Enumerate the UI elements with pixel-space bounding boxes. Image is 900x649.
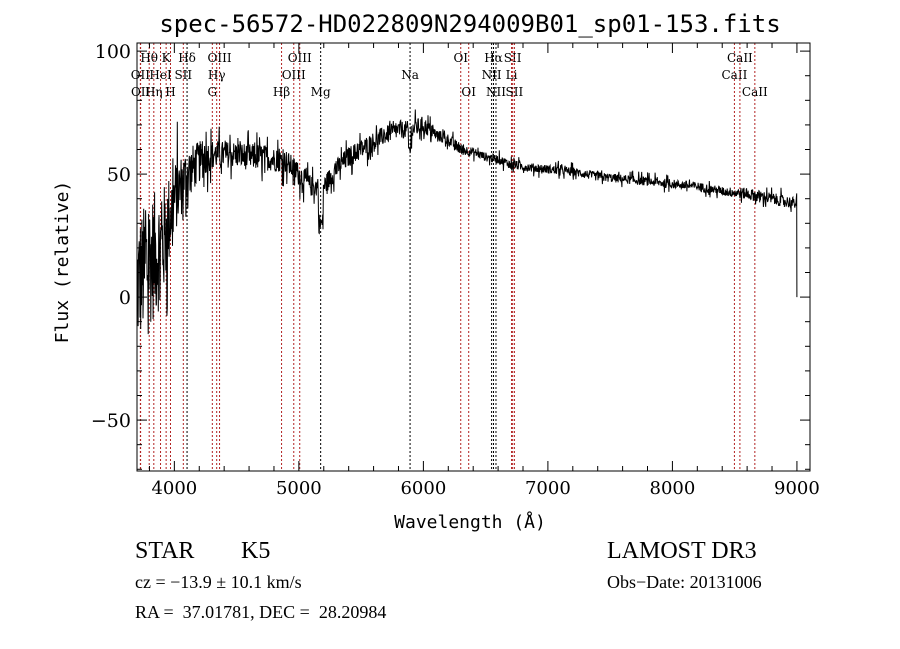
object-subclass: K5 [241, 538, 271, 564]
spectral-line-label: Hδ [178, 51, 196, 65]
spectral-line-label: NII [486, 85, 506, 99]
spectrum-line [136, 109, 798, 335]
spectral-line-label: Na [401, 68, 419, 82]
spectral-line-label: Hη [145, 85, 163, 99]
spectral-line-label: OIII [208, 51, 232, 65]
spectral-line-label: OIII [288, 51, 312, 65]
spectral-line-label: CaII [727, 51, 753, 65]
x-tick-label: 9000 [774, 478, 820, 499]
spectral-line-label: OI [461, 85, 476, 99]
coordinates: RA = 37.01781, DEC = 28.20984 [135, 602, 387, 622]
x-axis-label: Wavelength (Å) [394, 511, 546, 533]
object-class: STAR [135, 538, 195, 564]
y-tick-label: 100 [95, 41, 131, 63]
axis-ticks: 4000 5000 6000 7000 8000 9000 −50 0 50 100 [91, 41, 820, 499]
spectral-line-label: NII [482, 68, 502, 82]
spectral-line-label: CaII [742, 85, 768, 99]
chart-title: spec-56572-HD022809N294009B01_sp01-153.f… [159, 10, 780, 38]
spectral-line-label: G [208, 85, 218, 99]
spectral-line-label: SII [504, 51, 522, 65]
x-tick-label: 8000 [650, 478, 696, 499]
y-tick-label: −50 [91, 410, 131, 432]
x-tick-label: 7000 [525, 478, 571, 499]
x-tick-label: 5000 [276, 478, 322, 499]
y-tick-label: 50 [107, 164, 131, 186]
obs-date: Obs−Date: 20131006 [607, 572, 762, 592]
spectral-line-label: Hβ [273, 85, 290, 99]
spectral-line-label: Li [506, 68, 518, 82]
redshift-text: cz = −13.9 ± 10.1 km/s [135, 572, 302, 592]
spectral-line-label: SII [174, 68, 192, 82]
y-axis-label: Flux (relative) [52, 181, 73, 344]
x-tick-label: 6000 [400, 478, 446, 499]
y-tick-label: 0 [119, 287, 131, 309]
spectral-line-label: OIII [282, 68, 306, 82]
spectral-line-label: H [165, 85, 175, 99]
spectral-line-label: CaII [722, 68, 748, 82]
spectral-line-label: Mg [311, 85, 331, 99]
spectral-line-label: Hγ [208, 68, 226, 82]
plot-frame [136, 42, 811, 472]
x-tick-label: 4000 [151, 478, 197, 499]
spectral-line-label: Hα [484, 51, 503, 65]
survey-name: LAMOST DR3 [607, 538, 757, 564]
spectral-line-label: K [162, 51, 172, 65]
spectral-line-label: OII [131, 85, 151, 99]
spectral-line-label: OI [453, 51, 468, 65]
spectrum-series [136, 109, 798, 335]
spectral-lines: HθOIIOIIHeIHηKHSIIHδGHγOIIIHβOIIIOIIIMgN… [131, 43, 768, 471]
spectral-line-label: Hθ [140, 51, 158, 65]
spectral-line-label: SII [506, 85, 524, 99]
spectral-line-label: HeI [149, 68, 172, 82]
